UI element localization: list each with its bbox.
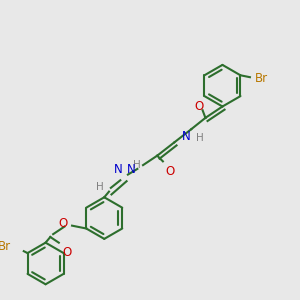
Text: O: O <box>194 100 203 113</box>
Text: H: H <box>196 133 204 143</box>
Text: Br: Br <box>0 240 11 253</box>
Text: H: H <box>96 182 103 192</box>
Text: N: N <box>182 130 190 143</box>
Text: Br: Br <box>255 72 268 85</box>
Text: O: O <box>166 165 175 178</box>
Text: N: N <box>113 164 122 176</box>
Text: O: O <box>58 217 67 230</box>
Text: H: H <box>134 160 141 170</box>
Text: N: N <box>127 164 136 176</box>
Text: O: O <box>63 245 72 259</box>
